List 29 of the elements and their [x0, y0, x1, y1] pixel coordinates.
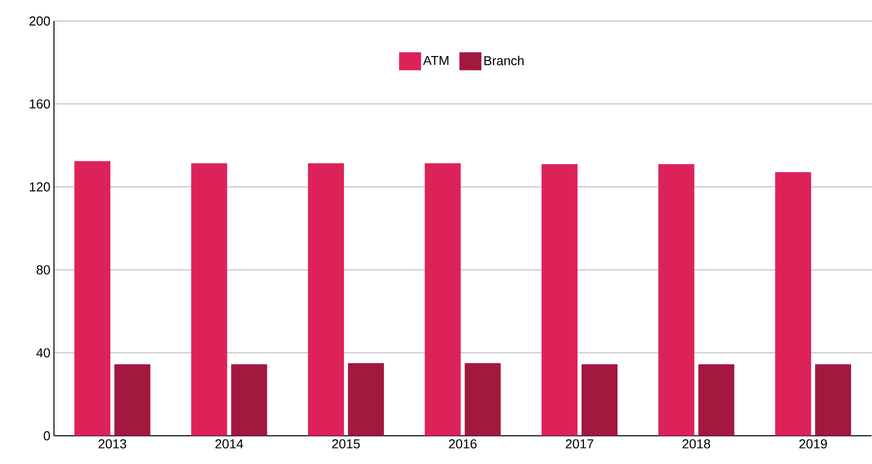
x-tick-label: 2017 [566, 439, 594, 449]
bar [815, 364, 852, 436]
x-tick-label: 2018 [682, 439, 710, 449]
bar [114, 364, 150, 436]
legend-label: Branch [484, 56, 524, 66]
bar [698, 364, 734, 436]
x-tick-label: 2016 [449, 439, 477, 449]
bar [542, 164, 578, 436]
x-tick-label: 2013 [98, 439, 126, 449]
bar [74, 161, 110, 436]
x-tick-label: 2015 [332, 439, 360, 449]
bar [464, 363, 501, 436]
y-tick-label: 0 [44, 431, 50, 440]
x-tick-label: 2014 [215, 439, 244, 449]
x-tick-label: 2019 [799, 439, 827, 449]
bar [348, 363, 384, 436]
y-tick-label: 40 [36, 348, 50, 358]
bar [658, 164, 694, 436]
y-tick-label: 80 [36, 265, 50, 275]
bar [191, 163, 228, 436]
y-tick-label: 200 [30, 16, 50, 26]
y-tick-label: 160 [30, 99, 50, 109]
legend-label: ATM [423, 56, 448, 66]
bar [231, 364, 268, 436]
bar [308, 163, 344, 436]
bar [424, 163, 461, 436]
bar [582, 364, 618, 436]
bar [775, 172, 812, 436]
y-tick-label: 120 [30, 182, 50, 192]
